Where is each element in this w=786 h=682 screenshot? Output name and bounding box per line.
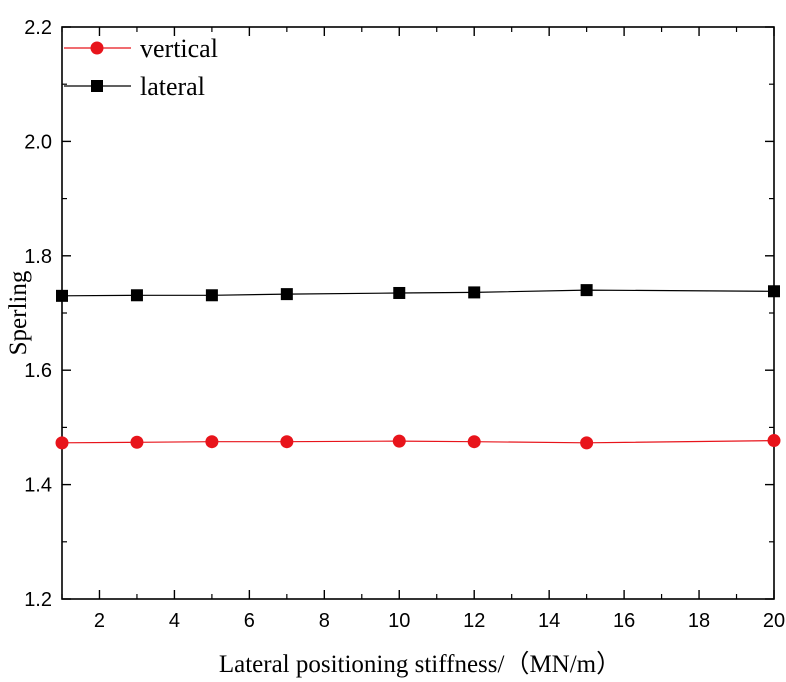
lateral-point: [130, 289, 143, 302]
series-lines: [61, 289, 775, 444]
lateral-legend-label: lateral: [140, 72, 205, 101]
x-tick-label: 12: [463, 610, 485, 632]
y-tick-label: 1.2: [24, 589, 52, 611]
vertical-legend-marker: [90, 41, 104, 55]
x-tick-label: 18: [688, 610, 710, 632]
vertical-point: [55, 436, 69, 450]
series-markers: [55, 284, 781, 450]
lateral-series-line: [61, 289, 775, 297]
x-tick-label: 2: [94, 610, 105, 632]
vertical-point: [280, 435, 294, 449]
lateral-point: [280, 288, 293, 301]
lateral-point: [768, 285, 780, 298]
vertical-point: [130, 435, 144, 449]
lateral-point: [468, 286, 481, 299]
vertical-legend-label: vertical: [140, 34, 218, 63]
vertical-point: [767, 434, 781, 448]
lateral-point: [205, 289, 218, 302]
lateral-point: [580, 284, 593, 297]
y-tick-label: 2.2: [24, 17, 52, 39]
x-tick-label: 14: [538, 610, 560, 632]
legend: vertical lateral: [64, 34, 218, 101]
vertical-point: [392, 434, 406, 448]
x-tick-label: 8: [319, 610, 330, 632]
x-tick-label: 4: [169, 610, 180, 632]
tick-labels: 2 4 6 8 10 12 14 16 18 20 1.2 1.4 1.6 1.8 2.0 2.2: [24, 17, 785, 632]
x-tick-label: 20: [763, 610, 785, 632]
y-tick-label: 1.6: [24, 360, 52, 382]
x-axis-title: Lateral positioning stiffness/（MN/m）: [219, 650, 621, 678]
y-tick-label: 2.0: [24, 131, 52, 153]
x-tick-label: 6: [244, 610, 255, 632]
lateral-point: [393, 286, 406, 299]
y-tick-label: 1.8: [24, 246, 52, 268]
axis-ticks: [61, 26, 775, 600]
y-tick-label: 1.4: [24, 475, 52, 497]
vertical-point: [467, 435, 481, 449]
x-tick-label: 10: [388, 610, 410, 632]
x-tick-label: 16: [613, 610, 635, 632]
vertical-point: [205, 435, 219, 449]
lateral-legend-marker: [91, 80, 103, 92]
y-axis-title: Sperling: [5, 270, 32, 355]
plot-frame: [61, 26, 775, 600]
vertical-series-line: [61, 440, 775, 444]
vertical-point: [580, 436, 594, 450]
lateral-point: [56, 289, 68, 302]
